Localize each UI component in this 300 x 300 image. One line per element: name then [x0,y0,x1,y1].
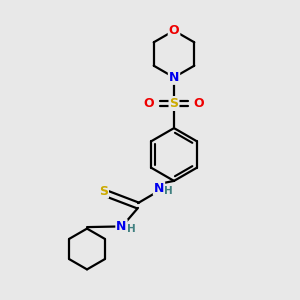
Text: S: S [169,97,178,110]
Text: H: H [127,224,136,235]
Text: O: O [144,97,154,110]
Text: N: N [154,182,164,195]
Text: S: S [99,184,108,198]
Text: N: N [116,220,127,233]
Text: H: H [164,186,173,196]
Text: N: N [169,71,179,84]
Text: O: O [169,24,179,37]
Text: O: O [194,97,204,110]
